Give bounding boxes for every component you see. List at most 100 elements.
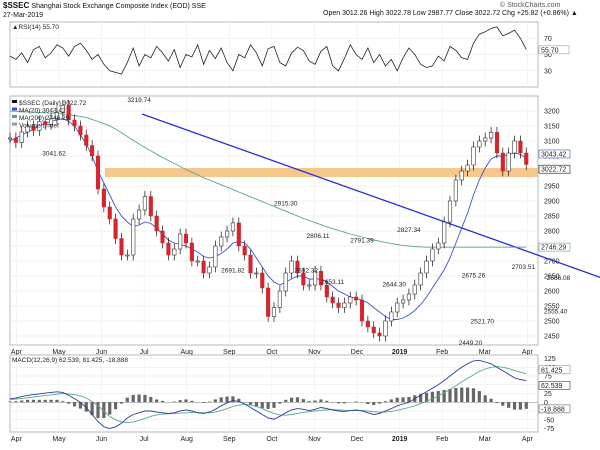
price-bar (266, 287, 271, 317)
macd-histogram-bar (448, 388, 452, 403)
macd-histogram-bar (178, 400, 182, 403)
price-tick-label: 2850 (544, 214, 560, 221)
macd-histogram-bar (419, 393, 423, 403)
macd-x-label-Dec: Dec (351, 436, 364, 443)
price-annotation: 2521.70 (471, 318, 495, 325)
macd-histogram-bar (143, 394, 147, 403)
price-bar (90, 145, 95, 157)
price-bar (254, 272, 259, 275)
price-bar (95, 155, 101, 190)
price-bar (318, 270, 323, 286)
price-bar (148, 196, 153, 217)
macd-x-label-Mar: Mar (479, 436, 492, 443)
macd-histogram-bar (319, 399, 323, 403)
price-annotation: 2691.82 (221, 267, 245, 274)
macd-histogram-bar (471, 388, 476, 403)
macd-histogram-bar (90, 402, 94, 416)
macd-histogram-bar (137, 394, 141, 403)
macd-tick-label: -50 (544, 417, 554, 424)
macd-histogram-bar (213, 399, 217, 403)
price-last-label: 2746.29 (541, 245, 566, 252)
price-bar (225, 230, 230, 238)
price-bar (137, 209, 142, 220)
macd-histogram-bar (219, 397, 223, 403)
price-last-label: 3022.72 (541, 167, 566, 174)
macd-x-label-Oct: Oct (266, 436, 277, 443)
price-bar (125, 254, 130, 257)
price-bar (54, 112, 59, 119)
price-last-box (538, 164, 571, 174)
macd-histogram-bar (424, 392, 429, 403)
macd-last-label: 62.539 (541, 383, 563, 390)
price-annotation: 2555.40 (544, 308, 568, 315)
price-tick-label: 3200 (544, 109, 560, 116)
legend-swatch (12, 122, 17, 126)
price-tick-label: 3150 (544, 124, 560, 131)
legend-swatch (12, 107, 17, 111)
price-bar (260, 272, 265, 289)
macd-histogram-bar (313, 400, 317, 403)
macd-histogram-bar (49, 399, 53, 403)
macd-histogram-bar (237, 398, 241, 403)
macd-histogram-bar (489, 398, 493, 403)
macd-histogram-bar (43, 399, 47, 403)
price-bar (277, 290, 282, 308)
legend-swatch (12, 115, 17, 118)
macd-last-label: 81.425 (541, 367, 563, 374)
macd-last-box (538, 404, 571, 414)
price-tick-label: 2550 (544, 304, 560, 311)
price-x-label-Mar: Mar (479, 349, 492, 356)
price-tick-label: 2500 (544, 319, 560, 326)
macd-histogram-bar (108, 402, 112, 415)
macd-tick-label: 0 (544, 400, 548, 407)
macd-histogram-bar (366, 402, 370, 404)
macd-histogram-bar (436, 391, 440, 403)
macd-histogram-bar (290, 397, 294, 403)
macd-histogram-bar (460, 387, 464, 403)
macd-x-label-Jul: Jul (140, 436, 149, 443)
price-bar (43, 121, 48, 125)
price-x-label-Dec: Dec (351, 349, 364, 356)
price-bar (477, 140, 482, 148)
macd-histogram-bar (155, 399, 159, 403)
price-legend-entry: MA(20) 3043.42 (19, 108, 66, 115)
macd-last-box (538, 381, 571, 390)
price-bar (430, 248, 435, 262)
macd-tick-label: 125 (544, 356, 556, 363)
rsi-line (9, 26, 527, 75)
macd-histogram-bar (160, 400, 165, 403)
price-bar (131, 218, 136, 256)
macd-histogram-bar (254, 402, 258, 407)
macd-histogram-bar (395, 397, 399, 403)
price-bar (459, 170, 464, 181)
price-last-box (538, 242, 571, 252)
macd-histogram-bar (507, 402, 511, 408)
support-zone (105, 168, 538, 177)
index-name: Shanghai Stock Exchange Composite Index … (31, 3, 206, 10)
price-bar (453, 179, 458, 202)
price-bar (383, 320, 388, 337)
macd-histogram-bar (372, 402, 376, 406)
price-bar (172, 248, 177, 256)
price-x-label-2019: 2019 (392, 349, 408, 356)
price-legend-entry: $SSEC (Daily) 3022.72 (19, 100, 87, 107)
macd-histogram-bar (389, 399, 393, 403)
price-annotation: 2666.08 (547, 275, 571, 282)
macd-x-label-Sep: Sep (223, 436, 236, 443)
macd-x-label-Apr: Apr (522, 436, 534, 443)
price-bar (389, 311, 394, 322)
macd-histogram-bar (295, 397, 300, 403)
macd-histogram-bar (20, 400, 24, 403)
price-bar (195, 260, 200, 263)
macd-histogram-bar (495, 402, 499, 403)
macd-x-label-Feb: Feb (436, 436, 448, 443)
macd-histogram-bar (354, 401, 358, 403)
macd-histogram-bar (61, 401, 65, 403)
price-bar (412, 284, 417, 295)
macd-histogram-bar (67, 402, 71, 404)
macd-x-label-Apr: Apr (11, 436, 23, 443)
price-bar (213, 245, 218, 268)
price-bar (166, 242, 171, 256)
price-annotation: 2915.30 (274, 200, 298, 207)
price-x-label-Oct: Oct (266, 349, 277, 356)
